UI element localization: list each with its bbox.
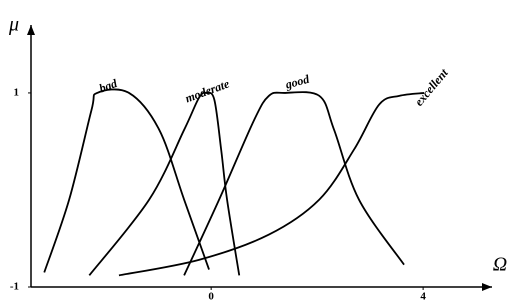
curve-label: excellent [412,65,451,108]
x-axis-arrow [482,283,492,291]
y-axis-label: μ [8,14,19,36]
x-tick-label: 4 [420,291,426,303]
x-axis-label: Ω [493,254,507,276]
x-tick-label: 0 [208,291,214,303]
chart: μ Ω -1 1 0 4 bad moderate good excellent [0,0,508,303]
y-axis-arrow [27,25,35,35]
curve-label: good [283,72,312,92]
curve-label: moderate [183,76,232,105]
curve-label: bad [97,76,120,96]
membership-curve [119,93,424,275]
membership-curve [44,89,209,272]
membership-curve [89,93,239,276]
y-tick-label: -1 [10,281,19,293]
y-tick-label: 1 [14,86,20,98]
